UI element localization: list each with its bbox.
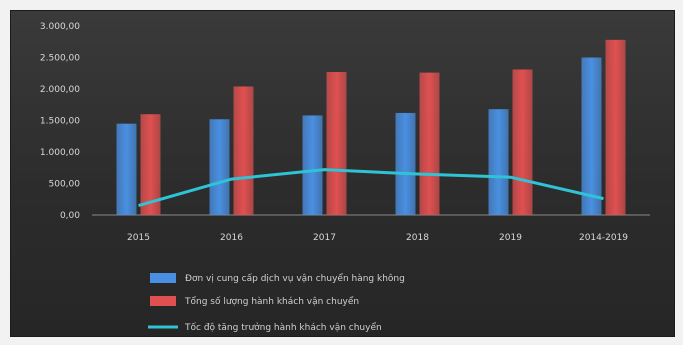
bar-red	[419, 72, 440, 216]
y-tick-label: 1.500,00	[40, 117, 80, 127]
bar-red	[605, 39, 626, 215]
x-tick-label: 2014-2019	[579, 233, 628, 243]
bar-blue	[302, 115, 323, 215]
x-tick-label: 2019	[499, 233, 522, 243]
bar-blue	[209, 119, 230, 215]
bar-red	[326, 71, 347, 216]
bar-red	[233, 86, 254, 215]
legend-label: Đơn vị cung cấp dịch vụ vận chuyển hàng …	[185, 273, 405, 284]
x-tick-label: 2015	[127, 233, 150, 243]
x-tick-label: 2017	[313, 233, 336, 243]
y-tick-label: 500,00	[49, 180, 81, 190]
y-tick-label: 0,00	[60, 211, 80, 221]
x-tick-label: 2018	[406, 233, 429, 243]
y-tick-label: 3.000,00	[40, 22, 80, 32]
legend-swatch	[150, 273, 176, 283]
series-line	[138, 168, 604, 207]
legend-label: Tổng số lượng hành khách vận chuyển	[184, 296, 359, 307]
x-tick-label: 2016	[220, 233, 243, 243]
bar-blue	[395, 112, 416, 215]
y-tick-label: 2.500,00	[40, 54, 80, 64]
y-tick-label: 1.000,00	[40, 148, 80, 158]
legend-label: Tốc độ tăng trưởng hành khách vận chuyển	[184, 322, 382, 333]
bar-blue	[116, 123, 137, 215]
bar-red	[512, 69, 533, 215]
bar-red	[140, 114, 161, 215]
y-tick-label: 2.000,00	[40, 85, 80, 95]
bar-blue	[581, 57, 602, 215]
legend-swatch	[150, 296, 176, 306]
bar-blue	[488, 109, 509, 215]
